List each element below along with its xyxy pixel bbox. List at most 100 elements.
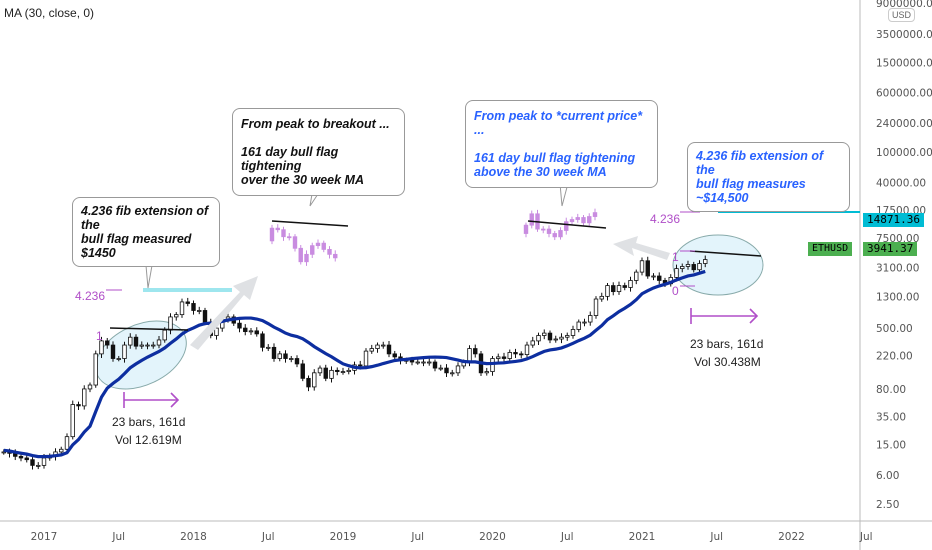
candle <box>685 264 691 267</box>
candle <box>541 228 546 231</box>
candle <box>304 253 309 263</box>
candle <box>243 327 248 332</box>
candle <box>484 371 489 374</box>
candle <box>657 275 662 281</box>
measure-vol-2017: Vol 12.619M <box>115 433 182 447</box>
candle <box>552 233 557 238</box>
currency-badge[interactable]: USD <box>888 8 916 22</box>
candle <box>547 332 553 341</box>
candle <box>605 285 610 297</box>
candle <box>76 404 81 407</box>
candle <box>628 280 633 288</box>
candle <box>281 229 286 238</box>
flag-top-line-ghost1 <box>271 220 349 227</box>
candle <box>151 344 156 347</box>
y-tick-label: 220.00 <box>876 350 913 362</box>
measure-bars-2017: 23 bars, 161d <box>112 415 186 429</box>
candle <box>321 242 326 250</box>
fib-1-label-2021: 1 <box>672 250 679 264</box>
candle <box>294 358 300 365</box>
fib-0-label-2021: 0 <box>672 284 679 298</box>
candle <box>691 264 696 271</box>
candle <box>340 371 346 373</box>
candle <box>588 315 593 323</box>
candle <box>444 367 449 374</box>
candle <box>674 268 679 278</box>
candle <box>254 330 259 335</box>
projected-flag-2018 <box>269 224 338 266</box>
indicator-label[interactable]: MA (30, close, 0) <box>4 6 95 20</box>
candle <box>287 236 292 239</box>
x-tick-label: Jul <box>261 531 275 543</box>
candle <box>128 336 133 346</box>
candle <box>323 367 328 379</box>
measure-arrow-2017 <box>123 392 180 408</box>
candle <box>438 367 443 370</box>
candle <box>587 216 592 224</box>
candle <box>582 321 587 324</box>
flag-ellipse-2021 <box>672 234 764 296</box>
breakout-arrow-icon <box>190 276 258 350</box>
candle <box>375 344 380 349</box>
x-tick-label: Jul <box>560 531 574 543</box>
candle <box>570 329 576 336</box>
x-tick-label: 2020 <box>479 531 506 543</box>
measure-arrow-2021 <box>690 308 759 324</box>
candle <box>409 359 415 363</box>
candle <box>381 344 386 347</box>
candle <box>202 310 208 323</box>
candle <box>507 352 512 359</box>
candle <box>576 321 581 330</box>
callout-fib-2021: 4.236 fib extension of the bull flag mea… <box>687 142 850 212</box>
candle <box>542 332 547 336</box>
candle <box>283 353 288 359</box>
candle <box>329 369 334 379</box>
candle <box>24 457 29 461</box>
x-tick-label: 2019 <box>330 531 357 543</box>
y-tick-label: 1300.00 <box>876 291 919 303</box>
candle <box>248 330 254 333</box>
candle <box>93 353 98 386</box>
candle <box>271 346 277 359</box>
candle <box>645 260 650 277</box>
candle <box>99 340 104 355</box>
candle <box>41 457 47 466</box>
symbol-tag: ETHUSD <box>808 242 853 256</box>
candle <box>680 266 685 270</box>
candle <box>564 221 569 231</box>
candle <box>536 335 541 342</box>
x-tick-label: Jul <box>111 531 125 543</box>
candle <box>593 298 599 316</box>
candle <box>145 344 150 347</box>
candle <box>559 336 564 340</box>
candle <box>59 448 64 453</box>
candle <box>327 249 332 255</box>
candle <box>269 227 275 242</box>
x-tick-label: 2017 <box>31 531 58 543</box>
candle <box>450 372 455 375</box>
candle <box>310 245 315 255</box>
candle <box>333 253 338 259</box>
candle <box>197 310 202 312</box>
candle <box>237 322 242 329</box>
candle <box>300 363 305 379</box>
y-tick-label: 35.00 <box>876 411 906 423</box>
current-arrow-icon <box>613 236 670 260</box>
candle <box>611 285 616 293</box>
candle <box>569 219 575 223</box>
candle <box>1 451 6 454</box>
candle <box>70 404 75 438</box>
candle <box>139 344 144 347</box>
candle <box>266 346 271 349</box>
candle <box>616 285 622 293</box>
fib-4236-label-2017: 4.236 <box>75 289 106 303</box>
candle <box>162 329 167 341</box>
candle <box>30 459 35 466</box>
candle <box>651 275 656 278</box>
y-tick-label: 6.00 <box>876 470 899 482</box>
candle <box>553 338 558 341</box>
candle <box>599 295 604 300</box>
x-tick-label: Jul <box>410 531 424 543</box>
